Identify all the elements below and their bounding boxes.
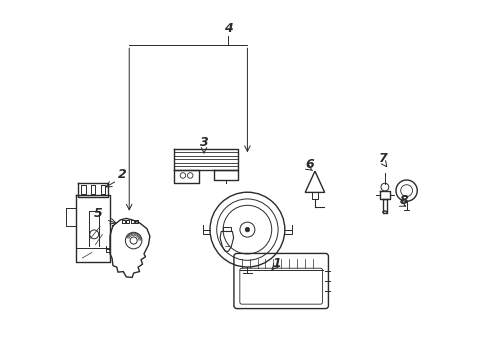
Text: 7: 7 bbox=[378, 152, 387, 165]
Text: 6: 6 bbox=[306, 158, 315, 171]
Circle shape bbox=[245, 228, 250, 232]
Text: 8: 8 bbox=[400, 194, 409, 207]
Text: 5: 5 bbox=[94, 207, 102, 220]
Text: 2: 2 bbox=[118, 168, 126, 181]
Text: 3: 3 bbox=[199, 136, 208, 149]
Text: 4: 4 bbox=[224, 22, 232, 35]
Text: 1: 1 bbox=[272, 257, 281, 270]
